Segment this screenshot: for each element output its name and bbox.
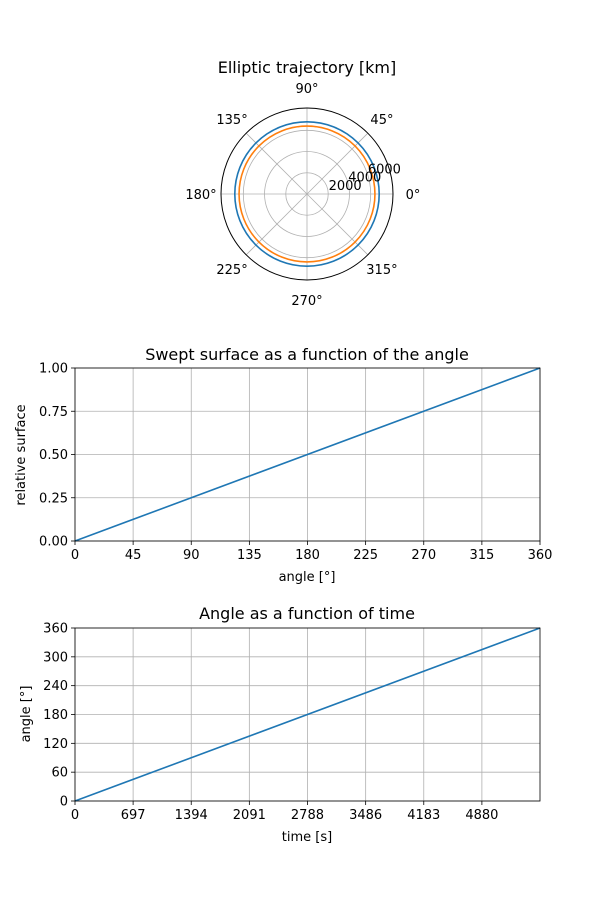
surface-y-tick-label: 0.50 bbox=[39, 448, 68, 463]
angle-x-tick-label: 0 bbox=[71, 808, 79, 823]
angle-x-tick-label: 4880 bbox=[465, 808, 498, 823]
angle-chart-xlabel: time [s] bbox=[282, 830, 332, 845]
polar-theta-labels: 0° 45° 90° 135° 180° 225° 270° 315° bbox=[185, 82, 420, 309]
angle-x-tick-label: 3486 bbox=[349, 808, 382, 823]
angle-x-tick-label: 2091 bbox=[233, 808, 266, 823]
polar-r-tick-label: 2000 bbox=[329, 179, 362, 194]
surface-x-tick-label: 0 bbox=[71, 548, 79, 563]
surface-series-line-0 bbox=[74, 367, 541, 542]
surface-x-tick-label: 180 bbox=[295, 548, 320, 563]
angle-y-tick-label: 300 bbox=[43, 650, 68, 665]
surface-x-tick-label: 270 bbox=[411, 548, 436, 563]
angle-x-tick-label: 697 bbox=[121, 808, 146, 823]
angle-y-tick-label: 0 bbox=[60, 795, 68, 810]
angle-ticks: 0 697 1394 2091 2788 3486 4183 4880 0 60 120 180 240… bbox=[43, 622, 498, 824]
surface-x-tick-label: 225 bbox=[353, 548, 378, 563]
angle-series-line-0 bbox=[74, 627, 541, 802]
angle-chart: Angle as a function of time time [s] ang… bbox=[19, 604, 541, 845]
polar-theta-tick-label: 270° bbox=[291, 294, 322, 309]
surface-y-tick-label: 0.00 bbox=[39, 535, 68, 550]
polar-series-line-1 bbox=[238, 125, 376, 263]
polar-theta-tick-label: 225° bbox=[216, 263, 247, 278]
surface-y-tick-label: 1.00 bbox=[39, 362, 68, 377]
polar-chart-title: Elliptic trajectory [km] bbox=[218, 58, 396, 77]
surface-ticks: 0 45 90 135 180 225 270 315 360 0.00 0.25 0.50 0.75 1… bbox=[39, 362, 552, 564]
angle-x-tick-label: 2788 bbox=[291, 808, 324, 823]
surface-chart: Swept surface as a function of the angle… bbox=[14, 345, 552, 585]
angle-chart-title: Angle as a function of time bbox=[199, 604, 415, 623]
angle-y-tick-label: 180 bbox=[43, 708, 68, 723]
polar-theta-tick-label: 180° bbox=[185, 188, 216, 203]
polar-frame bbox=[220, 107, 394, 281]
angle-y-tick-label: 360 bbox=[43, 622, 68, 637]
polar-chart: Elliptic trajectory [km] 0° 45° 90° 135° 180… bbox=[185, 58, 420, 309]
surface-x-tick-label: 135 bbox=[237, 548, 262, 563]
angle-series bbox=[74, 627, 541, 802]
angle-x-tick-label: 4183 bbox=[407, 808, 440, 823]
surface-y-tick-label: 0.25 bbox=[39, 491, 68, 506]
angle-chart-ylabel: angle [°] bbox=[19, 686, 34, 743]
polar-theta-tick-label: 90° bbox=[295, 82, 318, 97]
surface-x-tick-label: 90 bbox=[183, 548, 200, 563]
polar-theta-tick-label: 0° bbox=[406, 188, 421, 203]
polar-theta-tick-label: 45° bbox=[370, 113, 393, 128]
angle-x-tick-label: 1394 bbox=[175, 808, 208, 823]
surface-chart-title: Swept surface as a function of the angle bbox=[145, 345, 469, 364]
surface-series bbox=[74, 367, 541, 542]
polar-grid bbox=[220, 107, 394, 281]
surface-x-tick-label: 315 bbox=[469, 548, 494, 563]
surface-y-tick-label: 0.75 bbox=[39, 405, 68, 420]
surface-x-tick-label: 45 bbox=[125, 548, 142, 563]
polar-r-tick-label: 4000 bbox=[348, 171, 381, 186]
polar-theta-tick-label: 135° bbox=[216, 113, 247, 128]
angle-y-tick-label: 60 bbox=[51, 766, 68, 781]
polar-theta-tick-label: 315° bbox=[366, 263, 397, 278]
surface-chart-ylabel: relative surface bbox=[14, 404, 29, 505]
polar-r-tick-label: 6000 bbox=[368, 163, 401, 178]
surface-x-tick-label: 360 bbox=[528, 548, 553, 563]
angle-y-tick-label: 240 bbox=[43, 679, 68, 694]
surface-chart-xlabel: angle [°] bbox=[279, 570, 336, 585]
angle-y-tick-label: 120 bbox=[43, 737, 68, 752]
polar-series bbox=[234, 121, 380, 267]
polar-series-line-0 bbox=[234, 121, 380, 267]
